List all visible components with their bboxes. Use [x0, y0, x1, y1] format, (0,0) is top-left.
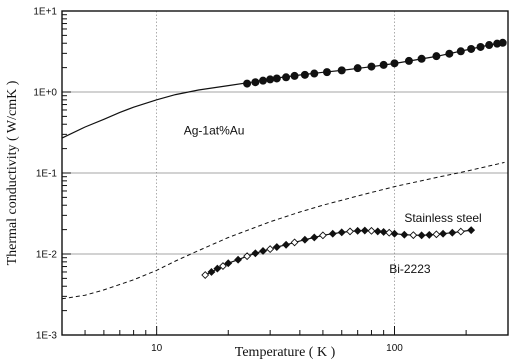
data-point-circle	[432, 52, 441, 61]
data-point-diamond	[282, 240, 291, 249]
tick-labels: 10 100 1E+1 1E+0 1E-1 1E-2 1E-3	[33, 7, 403, 355]
series-layer	[61, 41, 505, 300]
data-point-diamond	[409, 231, 418, 240]
data-point-diamond	[425, 230, 434, 239]
data-point-diamond	[224, 259, 233, 268]
y-tick-label: 1E+0	[33, 88, 57, 99]
data-point-circle	[337, 66, 346, 75]
data-point-diamond	[417, 231, 426, 240]
y-tick-label: 1E-2	[36, 250, 58, 261]
data-point-diamond	[385, 228, 394, 237]
data-point-diamond	[353, 226, 362, 235]
data-point-diamond	[456, 227, 465, 236]
data-point-diamond	[328, 229, 337, 238]
data-point-circle	[404, 56, 413, 65]
data-point-diamond	[300, 235, 309, 244]
data-point-circle	[353, 64, 362, 73]
data-point-diamond	[266, 245, 275, 254]
data-point-circle	[290, 71, 299, 80]
data-point-diamond	[373, 227, 382, 236]
y-axis-title: Thermal conductivity ( W/cmK )	[5, 80, 20, 265]
data-point-circle	[367, 62, 376, 71]
data-point-circle	[476, 42, 485, 51]
data-point-circle	[266, 75, 275, 84]
data-point-circle	[379, 60, 388, 69]
data-point-diamond	[346, 227, 354, 236]
data-point-circle	[456, 47, 465, 56]
data-point-diamond	[213, 264, 222, 273]
annotation-label: Ag-1at%Au	[184, 123, 245, 137]
data-point-circle	[282, 73, 291, 82]
data-point-circle	[467, 44, 476, 53]
y-tick-label: 1E+1	[33, 7, 57, 18]
data-point-diamond	[201, 271, 210, 279]
data-point-circle	[243, 79, 252, 88]
data-point-diamond	[400, 230, 409, 239]
data-point-diamond	[259, 247, 267, 255]
annotations: Ag-1at%Au Stainless steel Bi-2223	[184, 123, 482, 276]
data-point-circle	[300, 70, 309, 79]
data-point-diamond	[367, 226, 376, 235]
data-point-diamond	[432, 230, 441, 239]
grid	[62, 11, 508, 335]
data-point-diamond	[439, 229, 448, 238]
data-point-circle	[272, 74, 281, 83]
series-line-3	[204, 229, 472, 276]
data-point-diamond	[448, 228, 457, 237]
data-point-diamond	[318, 231, 327, 240]
data-point-diamond	[337, 228, 346, 237]
data-point-circle	[498, 38, 507, 47]
y-tick-label: 1E-1	[36, 169, 58, 180]
series-line-2	[61, 161, 505, 300]
data-point-diamond	[467, 226, 476, 235]
ticks	[61, 14, 509, 336]
data-point-circle	[310, 69, 319, 78]
data-point-diamond	[379, 228, 388, 236]
x-tick-label: 100	[386, 343, 403, 354]
data-point-circle	[417, 54, 426, 63]
x-axis-title: Temperature ( K )	[235, 345, 336, 360]
annotation-label: Stainless steel	[404, 211, 481, 225]
data-point-diamond	[243, 252, 252, 261]
data-point-diamond	[272, 243, 281, 251]
annotation-label: Bi-2223	[389, 262, 431, 276]
data-point-diamond	[219, 262, 227, 270]
data-point-circle	[445, 49, 454, 58]
data-point-circle	[485, 41, 494, 50]
data-point-circle	[259, 76, 268, 85]
data-point-diamond	[390, 229, 399, 238]
marker-layer	[201, 38, 507, 279]
data-point-diamond	[251, 249, 260, 258]
data-point-diamond	[207, 268, 216, 276]
data-point-circle	[251, 78, 260, 87]
data-point-diamond	[310, 233, 319, 242]
data-point-circle	[322, 68, 331, 77]
y-tick-label: 1E-3	[36, 331, 58, 342]
data-point-circle	[390, 59, 399, 68]
data-point-diamond	[234, 255, 243, 264]
data-point-diamond	[360, 226, 369, 235]
data-point-diamond	[290, 238, 299, 247]
x-tick-label: 10	[151, 343, 163, 354]
